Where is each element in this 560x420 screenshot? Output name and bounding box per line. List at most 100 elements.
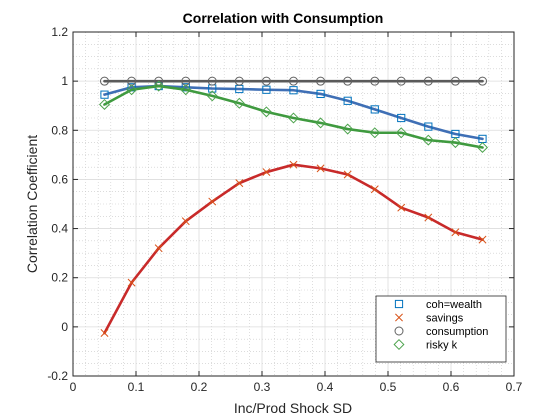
data-point-savings	[208, 197, 217, 206]
legend-marker-coh-wealth	[394, 299, 404, 309]
data-point-savings	[127, 278, 136, 287]
x-tick-label: 0.1	[128, 380, 145, 394]
data-point-savings	[154, 244, 163, 253]
y-tick-label: 1.2	[51, 25, 68, 39]
legend-label-savings: savings	[426, 313, 464, 325]
data-point-risky-k	[476, 141, 489, 153]
x-marker-stroke	[181, 217, 190, 226]
y-tick-label: -0.2	[47, 369, 68, 383]
chart-title: Correlation with Consumption	[183, 10, 384, 26]
y-tick-label: 1	[61, 74, 68, 88]
data-point-coh-wealth	[316, 89, 325, 99]
data-point-coh-wealth	[343, 96, 352, 105]
y-tick-label: 0	[61, 320, 68, 334]
data-point-risky-k	[395, 127, 407, 139]
data-point-savings	[100, 329, 109, 337]
data-point-consumption	[289, 76, 298, 86]
data-point-risky-k	[315, 117, 327, 129]
data-point-savings	[289, 160, 298, 169]
x-marker-stroke	[127, 278, 136, 287]
x-marker-stroke	[235, 179, 244, 188]
data-point-risky-k	[369, 127, 381, 139]
series-savings	[100, 160, 487, 337]
data-point-consumption	[207, 76, 217, 86]
data-point-savings	[181, 217, 190, 226]
y-tick-label: 0.4	[51, 222, 68, 236]
x-marker-stroke	[154, 244, 163, 253]
data-point-consumption	[450, 76, 460, 86]
legend-item-consumption: consumption	[394, 326, 488, 338]
data-point-consumption	[478, 76, 487, 86]
data-point-consumption	[261, 76, 271, 86]
data-point-consumption	[370, 76, 380, 86]
data-point-savings	[316, 164, 325, 173]
x-marker-stroke	[370, 185, 379, 194]
data-point-coh-wealth	[397, 113, 406, 123]
data-point-risky-k	[260, 106, 272, 118]
axis-ticks	[72, 31, 515, 377]
data-point-savings	[262, 168, 271, 177]
y-tick-label: 0.8	[51, 123, 68, 137]
series-layer	[98, 76, 489, 337]
data-point-consumption	[343, 76, 353, 86]
x-tick-label: 0.5	[380, 380, 397, 394]
x-marker-stroke	[451, 228, 460, 237]
legend-label-consumption: consumption	[426, 326, 488, 338]
data-point-consumption	[234, 76, 244, 86]
data-point-savings	[451, 228, 460, 237]
x-tick-label: 0.3	[254, 380, 271, 394]
x-tick-label: 0.7	[506, 380, 523, 394]
x-tick-label: 0.4	[317, 380, 334, 394]
data-point-risky-k	[206, 90, 218, 102]
legend-marker-savings	[395, 313, 403, 322]
data-point-coh-wealth	[424, 122, 433, 131]
data-point-coh-wealth	[289, 86, 298, 95]
data-point-risky-k	[422, 134, 434, 146]
data-point-risky-k	[233, 97, 245, 109]
x-tick-label: 0	[70, 380, 77, 394]
x-marker-stroke	[424, 213, 433, 222]
tick-labels: 0 0.1 0.2 0.3 0.4 0.5 0.6 0.7-0.200.20.40.60.81…	[47, 25, 522, 394]
data-point-consumption	[423, 76, 433, 86]
x-marker-stroke	[208, 197, 217, 206]
x-marker-stroke	[343, 170, 352, 179]
legend-box	[375, 295, 507, 363]
data-point-coh-wealth	[100, 90, 109, 99]
x-tick-label: 0.2	[191, 380, 208, 394]
x-marker-stroke	[395, 313, 403, 322]
legend-label-coh-wealth: coh=wealth	[426, 299, 482, 311]
data-point-coh-wealth	[370, 105, 379, 114]
data-point-savings	[343, 170, 352, 179]
data-point-consumption	[316, 76, 326, 86]
x-marker-stroke	[100, 329, 109, 337]
x-marker-stroke	[289, 160, 298, 169]
legend-item-savings: savings	[395, 313, 464, 325]
x-tick-label: 0.6	[443, 380, 460, 394]
y-tick-label: 0.6	[51, 172, 68, 186]
legend-item-coh-wealth: coh=wealth	[394, 299, 482, 311]
legend-marker-consumption	[394, 326, 404, 336]
data-point-risky-k	[98, 98, 111, 110]
data-point-consumption	[100, 76, 109, 86]
data-point-risky-k	[126, 84, 138, 96]
series-line-risky-k	[103, 84, 484, 149]
data-point-consumption	[396, 76, 406, 86]
data-point-savings	[370, 185, 379, 194]
x-marker-stroke	[316, 164, 325, 173]
data-point-risky-k	[342, 123, 354, 135]
data-point-risky-k	[180, 84, 192, 96]
data-point-savings	[424, 213, 433, 222]
y-axis-label: Correlation Coefficient	[24, 135, 40, 273]
data-point-savings	[235, 179, 244, 188]
data-point-risky-k	[153, 80, 165, 92]
axes-box	[72, 31, 515, 377]
legend-item-risky-k: risky k	[393, 338, 458, 352]
x-axis-label: Inc/Prod Shock SD	[234, 400, 352, 416]
data-point-risky-k	[449, 137, 461, 149]
legend-marker-risky-k	[393, 338, 405, 351]
data-point-coh-wealth	[262, 85, 271, 94]
data-point-savings	[478, 235, 487, 244]
x-marker-stroke	[397, 203, 406, 212]
